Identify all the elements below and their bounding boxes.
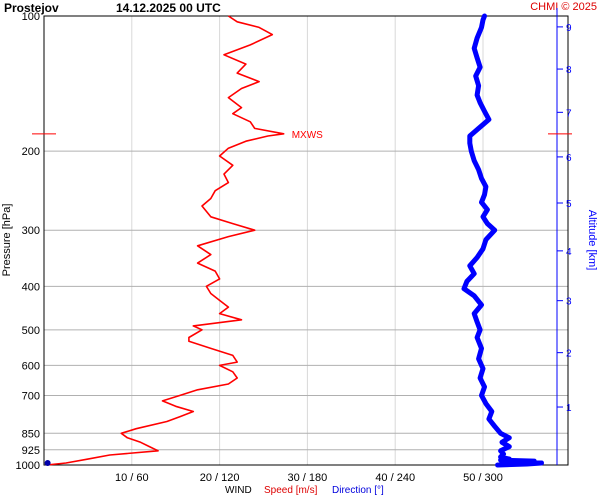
x-tick-label: 20 / 120 <box>200 472 240 484</box>
station-name: Prostejov <box>4 1 59 15</box>
pressure-tick-label: 925 <box>22 445 40 457</box>
x-tick-label: 30 / 180 <box>288 472 328 484</box>
direction-axis-label: Direction [°] <box>332 485 384 496</box>
altitude-tick-label: 9 <box>566 23 572 34</box>
altitude-tick-label: 5 <box>566 199 572 210</box>
pressure-tick-label: 200 <box>22 146 40 158</box>
altitude-tick-label: 8 <box>566 65 572 76</box>
pressure-tick-label: 600 <box>22 360 40 372</box>
altitude-tick-label: 7 <box>566 108 572 119</box>
pressure-tick-label: 400 <box>22 281 40 293</box>
pressure-tick-label: 300 <box>22 225 40 237</box>
pressure-tick-label: 500 <box>22 325 40 337</box>
altitude-tick-label: 1 <box>566 403 572 414</box>
pressure-tick-label: 100 <box>22 11 40 23</box>
altitude-tick-label: 3 <box>566 297 572 308</box>
altitude-tick-label: 4 <box>566 247 572 258</box>
mxws-label: MXWS <box>292 130 323 141</box>
pressure-tick-label: 850 <box>22 428 40 440</box>
surface-marker <box>44 460 51 466</box>
y2-axis-title: Altitude [km] <box>586 210 598 271</box>
altitude-tick-label: 2 <box>566 349 572 360</box>
x-tick-label: 10 / 60 <box>115 472 149 484</box>
plot-frame <box>43 15 569 466</box>
x-tick-label: 50 / 300 <box>463 472 503 484</box>
speed-series-line <box>46 15 285 466</box>
y-axis-title: Pressure [hPa] <box>1 204 13 277</box>
pressure-tick-label: 1000 <box>16 460 40 472</box>
chart-datetime: 14.12.2025 00 UTC <box>116 1 221 15</box>
wind-label: WIND <box>225 485 252 496</box>
x-tick-label: 40 / 240 <box>375 472 415 484</box>
altitude-tick-label: 6 <box>566 153 572 164</box>
pressure-tick-label: 700 <box>22 390 40 402</box>
credit-label: CHMI © 2025 <box>530 1 597 13</box>
direction-series-line <box>461 13 544 468</box>
speed-axis-label: Speed [m/s] <box>264 485 318 496</box>
